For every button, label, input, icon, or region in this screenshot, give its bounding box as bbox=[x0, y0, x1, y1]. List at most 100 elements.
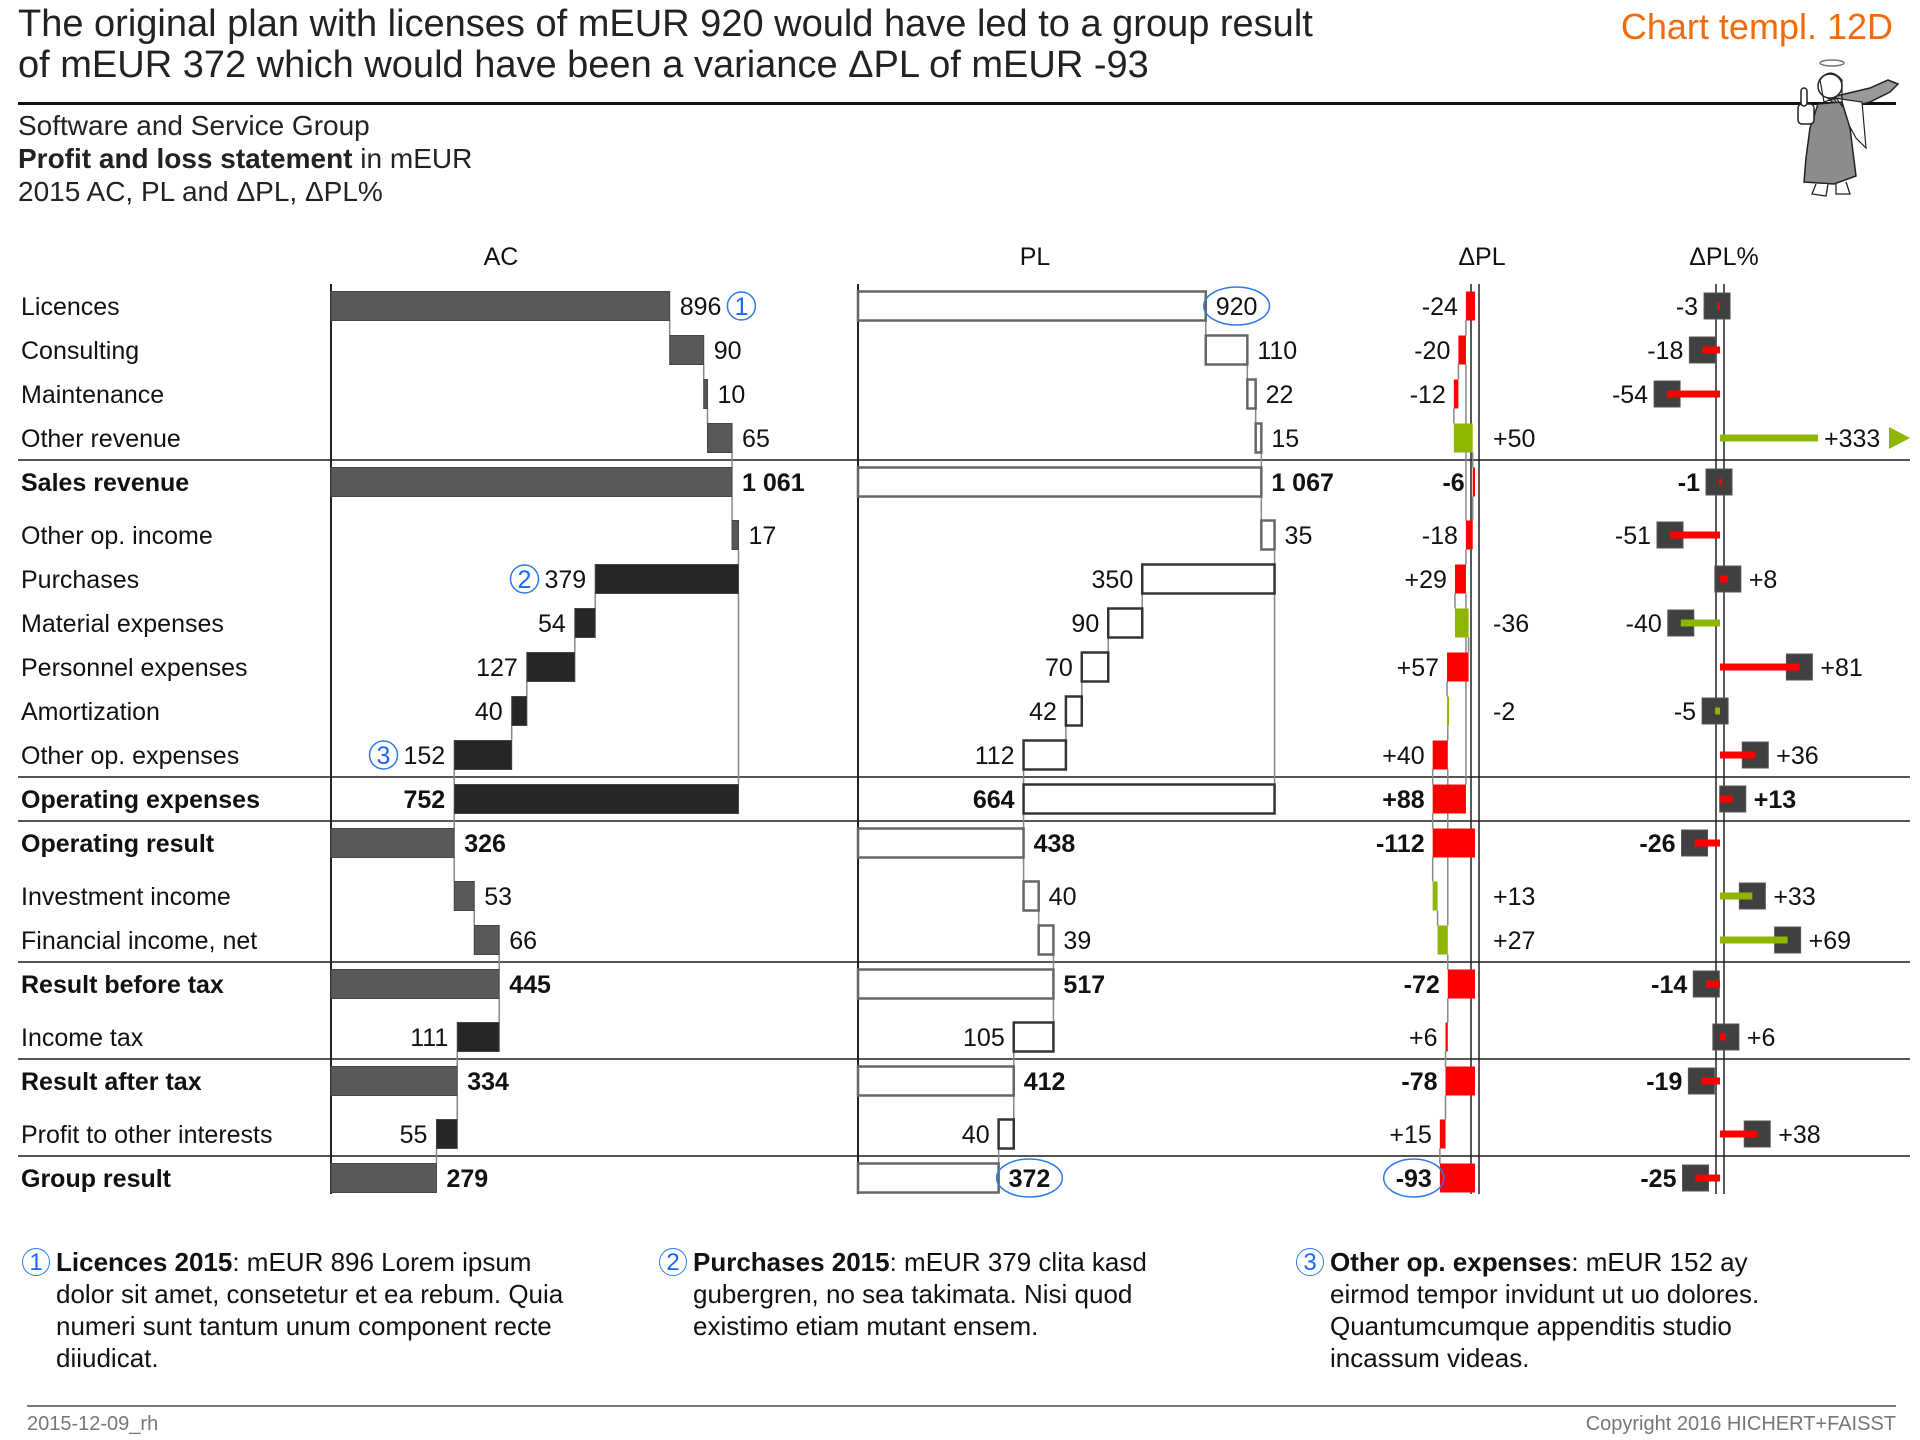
row-label: Investment income bbox=[21, 883, 231, 911]
footnote-title: Licences 2015 bbox=[56, 1247, 233, 1277]
pl-bar bbox=[1254, 422, 1263, 454]
ac-bar bbox=[453, 740, 513, 770]
dpl-bar bbox=[1432, 740, 1448, 770]
dpl-pct-bar bbox=[1670, 531, 1720, 539]
footnote-2: 2 Purchases 2015: mEUR 379 clita kasd gu… bbox=[659, 1246, 1147, 1342]
pl-value-label: 22 bbox=[1266, 381, 1294, 409]
dpl-bar bbox=[1439, 1163, 1475, 1193]
footnote-line: diiudicat. bbox=[56, 1343, 159, 1373]
title-line-1: The original plan with licenses of mEUR … bbox=[18, 3, 1313, 45]
dpl-pct-value-label: +333 bbox=[1824, 425, 1880, 453]
dpl-value-label: +40 bbox=[1382, 742, 1424, 770]
company-name: Software and Service Group bbox=[18, 110, 370, 141]
row-label: Income tax bbox=[21, 1024, 144, 1052]
dpl-pct-value-label: +33 bbox=[1773, 883, 1815, 911]
dpl-bar bbox=[1465, 520, 1473, 550]
pl-value-label: 39 bbox=[1063, 927, 1091, 955]
report-period: 2015 AC, PL and ΔPL, ΔPL% bbox=[18, 176, 383, 207]
ac-bar bbox=[706, 423, 733, 453]
ac-value-label: 326 bbox=[464, 830, 506, 858]
annotation-marker bbox=[726, 291, 757, 321]
dpl-bar bbox=[1453, 423, 1473, 453]
row-label: Result after tax bbox=[21, 1068, 202, 1096]
row-label: Operating result bbox=[21, 830, 215, 858]
report-name: Profit and loss statement in mEUR bbox=[18, 142, 472, 175]
dpl-pct-bar bbox=[1719, 478, 1723, 486]
pl-value-label: 110 bbox=[1257, 337, 1297, 365]
pl-value-label: 517 bbox=[1063, 971, 1105, 999]
pl-bar bbox=[856, 1162, 1000, 1194]
dpl-value-label: -36 bbox=[1493, 610, 1529, 638]
row-label: Amortization bbox=[21, 698, 160, 726]
template-tag: Chart templ. 12D bbox=[1620, 6, 1893, 47]
ac-value-label: 65 bbox=[742, 425, 770, 453]
pl-bar bbox=[1141, 563, 1276, 595]
dpl-bar bbox=[1445, 1066, 1475, 1096]
ac-value-label: 379 bbox=[545, 566, 587, 594]
dpl-bar bbox=[1472, 467, 1475, 497]
highlight-ellipse bbox=[995, 1158, 1064, 1198]
row-label: Other op. expenses bbox=[21, 742, 239, 770]
dpl-bar bbox=[1447, 969, 1475, 999]
dpl-value-label: -72 bbox=[1404, 971, 1440, 999]
dpl-value-label: +50 bbox=[1493, 425, 1535, 453]
dpl-value-label: +15 bbox=[1389, 1121, 1431, 1149]
ac-value-label: 445 bbox=[509, 971, 551, 999]
pl-bar bbox=[1204, 334, 1249, 366]
ac-bar bbox=[511, 696, 528, 726]
pl-value-label: 372 bbox=[1009, 1165, 1051, 1193]
dpl-pct-bar bbox=[1720, 892, 1753, 900]
pl-bar bbox=[856, 1065, 1015, 1097]
dpl-value-label: +88 bbox=[1382, 786, 1425, 814]
pl-bar bbox=[1080, 651, 1110, 683]
column-header-ac: AC bbox=[484, 243, 519, 271]
clipped-arrow-icon bbox=[1889, 427, 1910, 449]
dpl-value-label: +57 bbox=[1397, 654, 1439, 682]
footnote-title: Other op. expenses bbox=[1330, 1247, 1572, 1277]
dpl-value-label: -2 bbox=[1493, 698, 1515, 726]
row-label: Consulting bbox=[21, 337, 139, 365]
column-header-dpl: ΔPL bbox=[1458, 243, 1505, 271]
annotation-marker-number: 2 bbox=[518, 566, 532, 594]
ac-bar bbox=[456, 1022, 500, 1052]
ac-bar bbox=[473, 925, 500, 955]
dpl-value-label: -6 bbox=[1442, 469, 1464, 497]
ac-bar bbox=[330, 1066, 458, 1096]
ac-bar bbox=[594, 564, 739, 594]
dpl-bar bbox=[1454, 608, 1469, 638]
ac-bar bbox=[703, 379, 708, 409]
dpl-pct-value-label: -3 bbox=[1676, 293, 1698, 321]
dpl-pct-value-label: +81 bbox=[1820, 654, 1862, 682]
footnote-line: : mEUR 379 clita kasd bbox=[889, 1247, 1147, 1277]
pl-value-label: 90 bbox=[1071, 610, 1099, 638]
ac-bar bbox=[453, 784, 739, 814]
footer-date: 2015-12-09_rh bbox=[27, 1413, 159, 1435]
annotation-marker-number: 3 bbox=[377, 742, 391, 770]
footnote-marker-2: 2 bbox=[659, 1248, 687, 1276]
dpl-value-label: -20 bbox=[1414, 337, 1450, 365]
page-title: The original plan with licenses of mEUR … bbox=[18, 4, 1313, 86]
title-rule bbox=[18, 102, 1896, 105]
dpl-pct-bar bbox=[1720, 795, 1733, 803]
row-label: Sales revenue bbox=[21, 469, 189, 497]
pl-bar bbox=[1246, 378, 1257, 410]
pl-bar bbox=[1022, 783, 1276, 815]
dpl-value-label: +27 bbox=[1493, 927, 1535, 955]
pl-bar bbox=[1106, 607, 1144, 639]
pl-value-label: 412 bbox=[1024, 1068, 1066, 1096]
title-line-2: of mEUR 372 which would have been a vari… bbox=[18, 44, 1149, 86]
ac-value-label: 1 061 bbox=[742, 469, 805, 497]
footnote-title: Purchases 2015 bbox=[693, 1247, 890, 1277]
pl-value-label: 70 bbox=[1045, 654, 1073, 682]
footnote-line: : mEUR 152 ay bbox=[1571, 1247, 1748, 1277]
dpl-pct-value-label: +6 bbox=[1747, 1024, 1776, 1052]
pl-value-label: 40 bbox=[962, 1121, 990, 1149]
footnote-line: : mEUR 896 Lorem ipsum bbox=[232, 1247, 532, 1277]
pl-value-label: 920 bbox=[1216, 293, 1258, 321]
report-name-bold: Profit and loss statement bbox=[18, 143, 353, 174]
pl-bar bbox=[1064, 695, 1084, 727]
dpl-pct-bar bbox=[1720, 936, 1788, 944]
ac-bar bbox=[330, 828, 455, 858]
dpl-value-label: -93 bbox=[1396, 1165, 1432, 1193]
dpl-pct-bar bbox=[1702, 346, 1720, 354]
